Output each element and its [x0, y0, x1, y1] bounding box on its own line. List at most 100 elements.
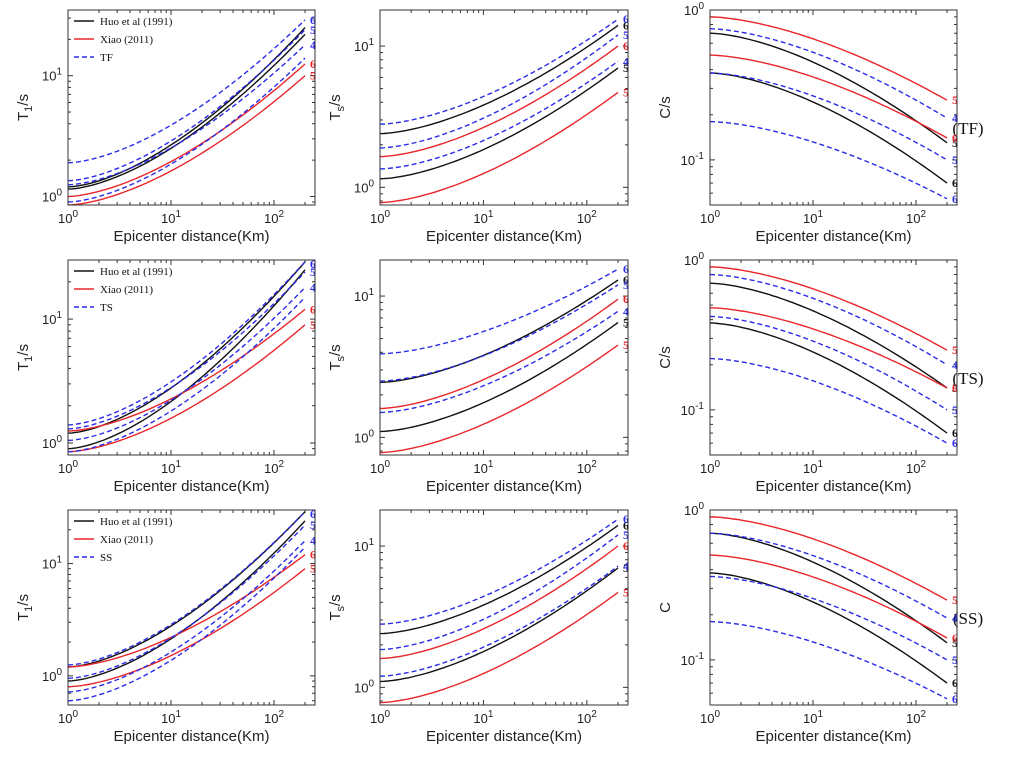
y-tick-label: 100	[42, 667, 62, 684]
x-tick-label: 102	[577, 459, 597, 476]
series-line-blue-4	[710, 273, 948, 366]
legend-entry: TS	[100, 302, 113, 314]
series-end-label: 4	[310, 534, 316, 548]
y-axis-label: C	[657, 602, 674, 613]
series-end-label: 5	[310, 265, 316, 279]
series-line-blue-5	[380, 34, 619, 149]
series-line-black-1	[380, 321, 619, 433]
series-group	[380, 518, 619, 704]
series-end-label: 6	[952, 426, 958, 440]
series-line-red-2	[380, 298, 619, 410]
series-end-label: 5	[623, 85, 629, 99]
series-end-label: 6	[310, 302, 316, 316]
series-end-label: 5	[310, 518, 316, 532]
y-tick-label: 100	[684, 251, 704, 268]
series-end-label: 6	[623, 292, 629, 306]
x-tick-label: 101	[803, 209, 823, 226]
axes-box	[379, 9, 629, 206]
y-tick-label: 101	[354, 537, 374, 554]
series-end-label: 5	[623, 315, 629, 329]
x-tick-label: 102	[264, 209, 284, 226]
series-line-black-0	[710, 32, 948, 144]
series-group	[710, 266, 948, 444]
series-line-red-2	[68, 308, 306, 432]
series-end-label: 5	[952, 403, 958, 417]
series-end-label: 5	[952, 653, 958, 667]
x-tick-label: 100	[700, 459, 720, 476]
series-line-red-2	[68, 63, 306, 198]
series-line-red-3	[68, 324, 306, 453]
series-line-red-2	[380, 45, 619, 158]
series-end-label: 6	[623, 512, 629, 526]
x-tick-label: 102	[577, 209, 597, 226]
y-tick-label: 100	[684, 1, 704, 18]
series-line-black-1	[380, 567, 619, 683]
x-tick-label: 101	[161, 209, 181, 226]
x-tick-label: 101	[473, 709, 493, 726]
series-end-label: 5	[952, 93, 958, 107]
series-line-black-0	[380, 524, 619, 635]
series-line-blue-4	[380, 518, 619, 625]
y-axis-label: Ts/s	[327, 594, 347, 620]
series-end-label: 4	[623, 304, 629, 318]
series-end-label: 5	[310, 562, 316, 576]
series-group	[68, 511, 306, 702]
legend-entry: TF	[100, 52, 113, 64]
y-tick-label: 101	[42, 67, 62, 84]
y-tick-label: 101	[354, 287, 374, 304]
series-line-blue-5	[68, 271, 306, 430]
series-line-red-3	[710, 307, 948, 389]
axes-box	[67, 509, 316, 706]
y-tick-label: 10-1	[681, 651, 705, 668]
series-line-red-3	[68, 568, 306, 688]
y-axis-label: Ts/s	[327, 344, 347, 370]
y-tick-label: 100	[42, 434, 62, 451]
series-group	[68, 261, 306, 453]
series-end-label: 5	[623, 561, 629, 575]
series-line-blue-6	[68, 540, 306, 693]
series-group	[380, 18, 619, 204]
series-end-label: 6	[623, 518, 629, 532]
series-line-blue-6	[380, 310, 619, 414]
x-tick-label: 100	[700, 709, 720, 726]
y-tick-label: 100	[684, 501, 704, 518]
series-line-black-1	[710, 572, 948, 684]
series-end-label: 6	[952, 631, 958, 645]
series-end-label: 6	[623, 273, 629, 287]
row-label-ss: (SS)	[953, 609, 983, 628]
axes-box	[709, 509, 958, 706]
x-tick-label: 100	[370, 209, 390, 226]
y-tick-label: 100	[354, 428, 374, 445]
series-end-label: 4	[623, 54, 629, 68]
series-end-label: 5	[623, 61, 629, 75]
x-tick-label: 100	[370, 709, 390, 726]
series-line-black-1	[710, 322, 948, 434]
series-group	[68, 19, 306, 205]
axes-box	[709, 9, 958, 206]
series-line-red-3	[68, 75, 306, 205]
series-end-label: 5	[310, 23, 316, 37]
y-tick-label: 101	[42, 555, 62, 572]
y-tick-label: 101	[42, 310, 62, 327]
x-axis-label: Epicenter distance(Km)	[114, 478, 270, 495]
legend: Huo et al (1991) Xiao (2011) TS	[74, 266, 173, 314]
series-end-label: 5	[310, 318, 316, 332]
x-tick-label: 100	[370, 459, 390, 476]
series-line-black-0	[68, 511, 306, 668]
y-tick-label: 10-1	[681, 401, 705, 418]
series-end-label: 5	[952, 153, 958, 167]
series-line-blue-4	[68, 19, 306, 164]
x-tick-label: 101	[161, 459, 181, 476]
series-line-black-0	[710, 282, 948, 389]
series-line-blue-6	[710, 120, 948, 200]
series-line-red-3	[710, 554, 948, 639]
legend-entry: Huo et al (1991)	[100, 266, 173, 278]
series-end-label: 4	[952, 611, 958, 625]
y-axis-label: Ts/s	[327, 94, 347, 120]
x-axis-label: Epicenter distance(Km)	[114, 228, 270, 245]
series-end-label: 6	[623, 262, 629, 276]
x-tick-label: 100	[700, 209, 720, 226]
